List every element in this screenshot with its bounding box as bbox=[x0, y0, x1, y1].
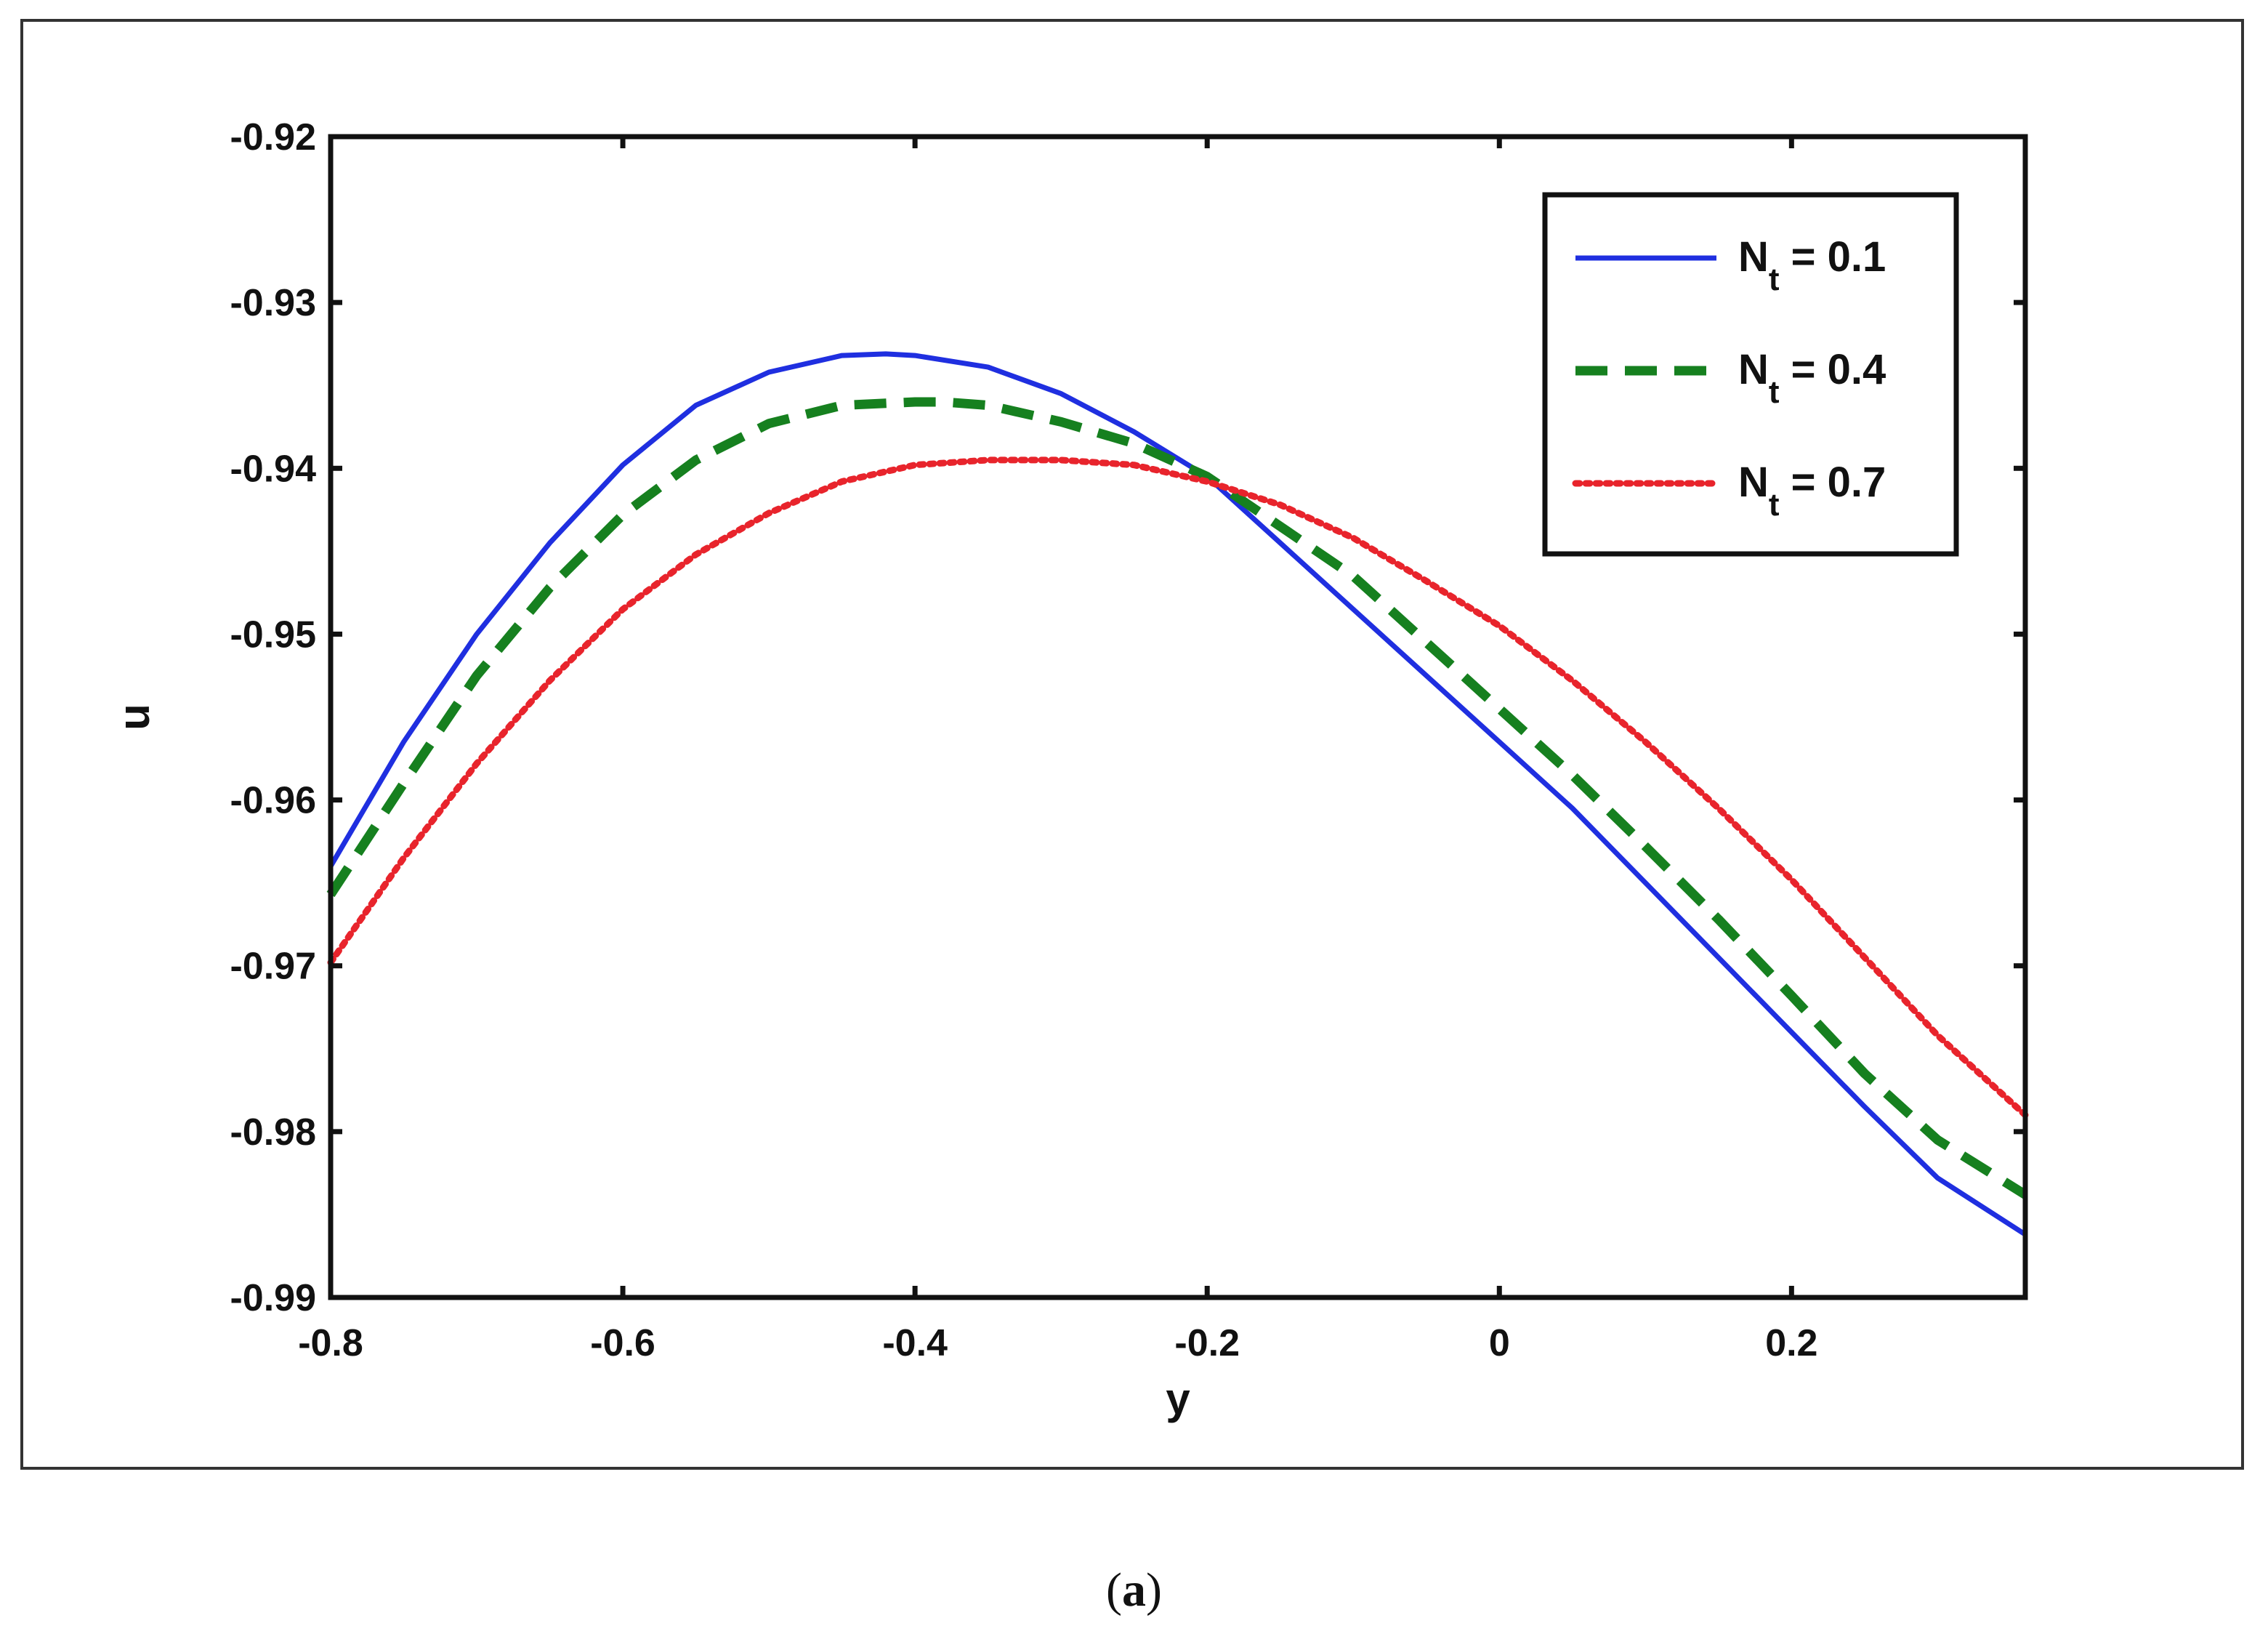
y-axis-label: u bbox=[110, 704, 158, 731]
legend-label-0: Nt = 0.1 bbox=[1738, 233, 1886, 297]
series-line-0 bbox=[328, 351, 2027, 1237]
y-tick-label: -0.93 bbox=[230, 282, 316, 324]
y-tick-label: -0.96 bbox=[230, 780, 316, 822]
legend-box bbox=[1542, 192, 1959, 557]
y-tick-label: -0.95 bbox=[230, 613, 316, 656]
x-tick-label: -0.8 bbox=[298, 1322, 363, 1364]
x-tick-label: 0 bbox=[1489, 1322, 1510, 1364]
x-tick-label: -0.6 bbox=[590, 1322, 655, 1364]
y-tick-label: -0.97 bbox=[230, 946, 316, 988]
x-tick-label: -0.4 bbox=[882, 1322, 948, 1364]
legend-label-2: Nt = 0.7 bbox=[1738, 459, 1886, 523]
legend: Nt = 0.1 Nt = 0.4 Nt = 0.7 bbox=[1542, 192, 1959, 557]
axes-box bbox=[328, 134, 2028, 1300]
x-tick-label: -0.2 bbox=[1174, 1322, 1240, 1364]
y-tick-label: -0.99 bbox=[230, 1277, 316, 1319]
x-axis-label: y bbox=[1166, 1375, 1190, 1423]
y-tick-label: -0.94 bbox=[230, 448, 316, 490]
y-tick-label: -0.92 bbox=[230, 116, 316, 158]
plot-area: -0.8 -0.6 -0.4 -0.2 0 0.2 -0.92 -0.93 -0.94 -0.95… bbox=[110, 116, 2029, 1423]
figure-caption: (a) bbox=[1106, 1563, 1162, 1617]
x-tick-label: 0.2 bbox=[1765, 1322, 1817, 1364]
series-line-2 bbox=[327, 456, 2029, 1119]
legend-label-1: Nt = 0.4 bbox=[1738, 346, 1886, 410]
series-line-1 bbox=[326, 397, 2028, 1199]
y-tick-label: -0.98 bbox=[230, 1111, 316, 1154]
